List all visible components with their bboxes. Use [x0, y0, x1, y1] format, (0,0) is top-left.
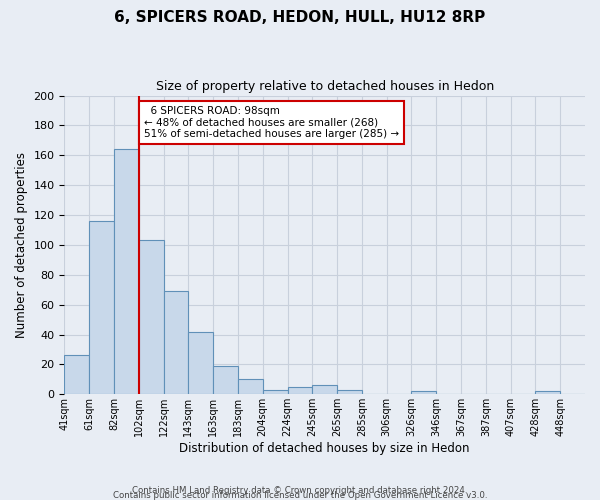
- Bar: [535, 392, 560, 394]
- Bar: [213, 366, 238, 394]
- Text: Contains public sector information licensed under the Open Government Licence v3: Contains public sector information licen…: [113, 491, 487, 500]
- Bar: [114, 150, 139, 394]
- Bar: [188, 332, 213, 394]
- Text: Contains HM Land Registry data © Crown copyright and database right 2024.: Contains HM Land Registry data © Crown c…: [132, 486, 468, 495]
- Bar: [313, 386, 337, 394]
- Bar: [238, 380, 263, 394]
- Bar: [287, 387, 313, 394]
- Bar: [412, 392, 436, 394]
- Bar: [164, 291, 188, 395]
- Bar: [263, 390, 287, 394]
- Bar: [64, 356, 89, 395]
- X-axis label: Distribution of detached houses by size in Hedon: Distribution of detached houses by size …: [179, 442, 470, 455]
- Text: 6 SPICERS ROAD: 98sqm
← 48% of detached houses are smaller (268)
51% of semi-det: 6 SPICERS ROAD: 98sqm ← 48% of detached …: [144, 106, 399, 139]
- Bar: [337, 390, 362, 394]
- Bar: [139, 240, 164, 394]
- Text: 6, SPICERS ROAD, HEDON, HULL, HU12 8RP: 6, SPICERS ROAD, HEDON, HULL, HU12 8RP: [115, 10, 485, 25]
- Title: Size of property relative to detached houses in Hedon: Size of property relative to detached ho…: [155, 80, 494, 93]
- Y-axis label: Number of detached properties: Number of detached properties: [15, 152, 28, 338]
- Bar: [89, 221, 114, 394]
